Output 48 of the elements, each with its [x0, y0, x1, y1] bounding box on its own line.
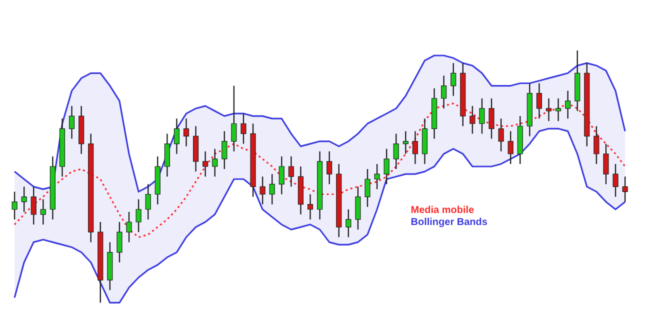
candlestick: [393, 133, 399, 170]
candlestick: [164, 133, 170, 178]
candlestick: [288, 156, 294, 188]
text: Media mobile: [410, 204, 475, 216]
candlestick: [555, 98, 562, 122]
candlestick: [222, 130, 228, 170]
candlestick: [260, 176, 266, 205]
candlestick: [622, 176, 628, 202]
candlestick: [116, 221, 122, 263]
candlestick: [145, 184, 151, 220]
candlestick: [412, 130, 418, 165]
candlestick: [374, 163, 380, 190]
candlestick: [488, 98, 494, 140]
candlestick: [278, 156, 284, 195]
candlestick: [603, 143, 609, 185]
candlestick: [40, 198, 46, 226]
candlestick: [384, 148, 390, 185]
text: Bollinger Bands: [410, 216, 488, 228]
candlestick: [450, 62, 456, 96]
candlestick: [21, 186, 27, 213]
candlestick: [402, 130, 408, 154]
candlestick: [126, 211, 132, 243]
candlestick: [326, 150, 332, 185]
candlestick: [355, 186, 361, 230]
candlestick: [183, 118, 190, 147]
candlestick: [565, 90, 571, 120]
candlestick: [307, 194, 314, 220]
candlestick: [546, 98, 552, 122]
candlestick: [174, 118, 180, 154]
candlestick: [364, 168, 370, 208]
candlestick: [470, 105, 476, 134]
candlestick: [441, 75, 447, 110]
candlestick: [202, 150, 208, 178]
candlestick: [536, 82, 542, 120]
candlestick: [508, 130, 514, 165]
candlestick: [612, 163, 618, 198]
candlestick: [231, 85, 237, 152]
candlestick: [498, 118, 504, 152]
candlestick: [68, 105, 75, 140]
candlestick: [240, 112, 246, 144]
candlestick: [212, 148, 218, 178]
candlestick: [269, 173, 275, 205]
candlestick: [12, 191, 18, 220]
candlestick: [594, 126, 600, 165]
candlestick: [30, 186, 36, 226]
candlestick: [136, 198, 142, 233]
candlestick: [479, 98, 485, 134]
candlestick: [346, 208, 352, 238]
